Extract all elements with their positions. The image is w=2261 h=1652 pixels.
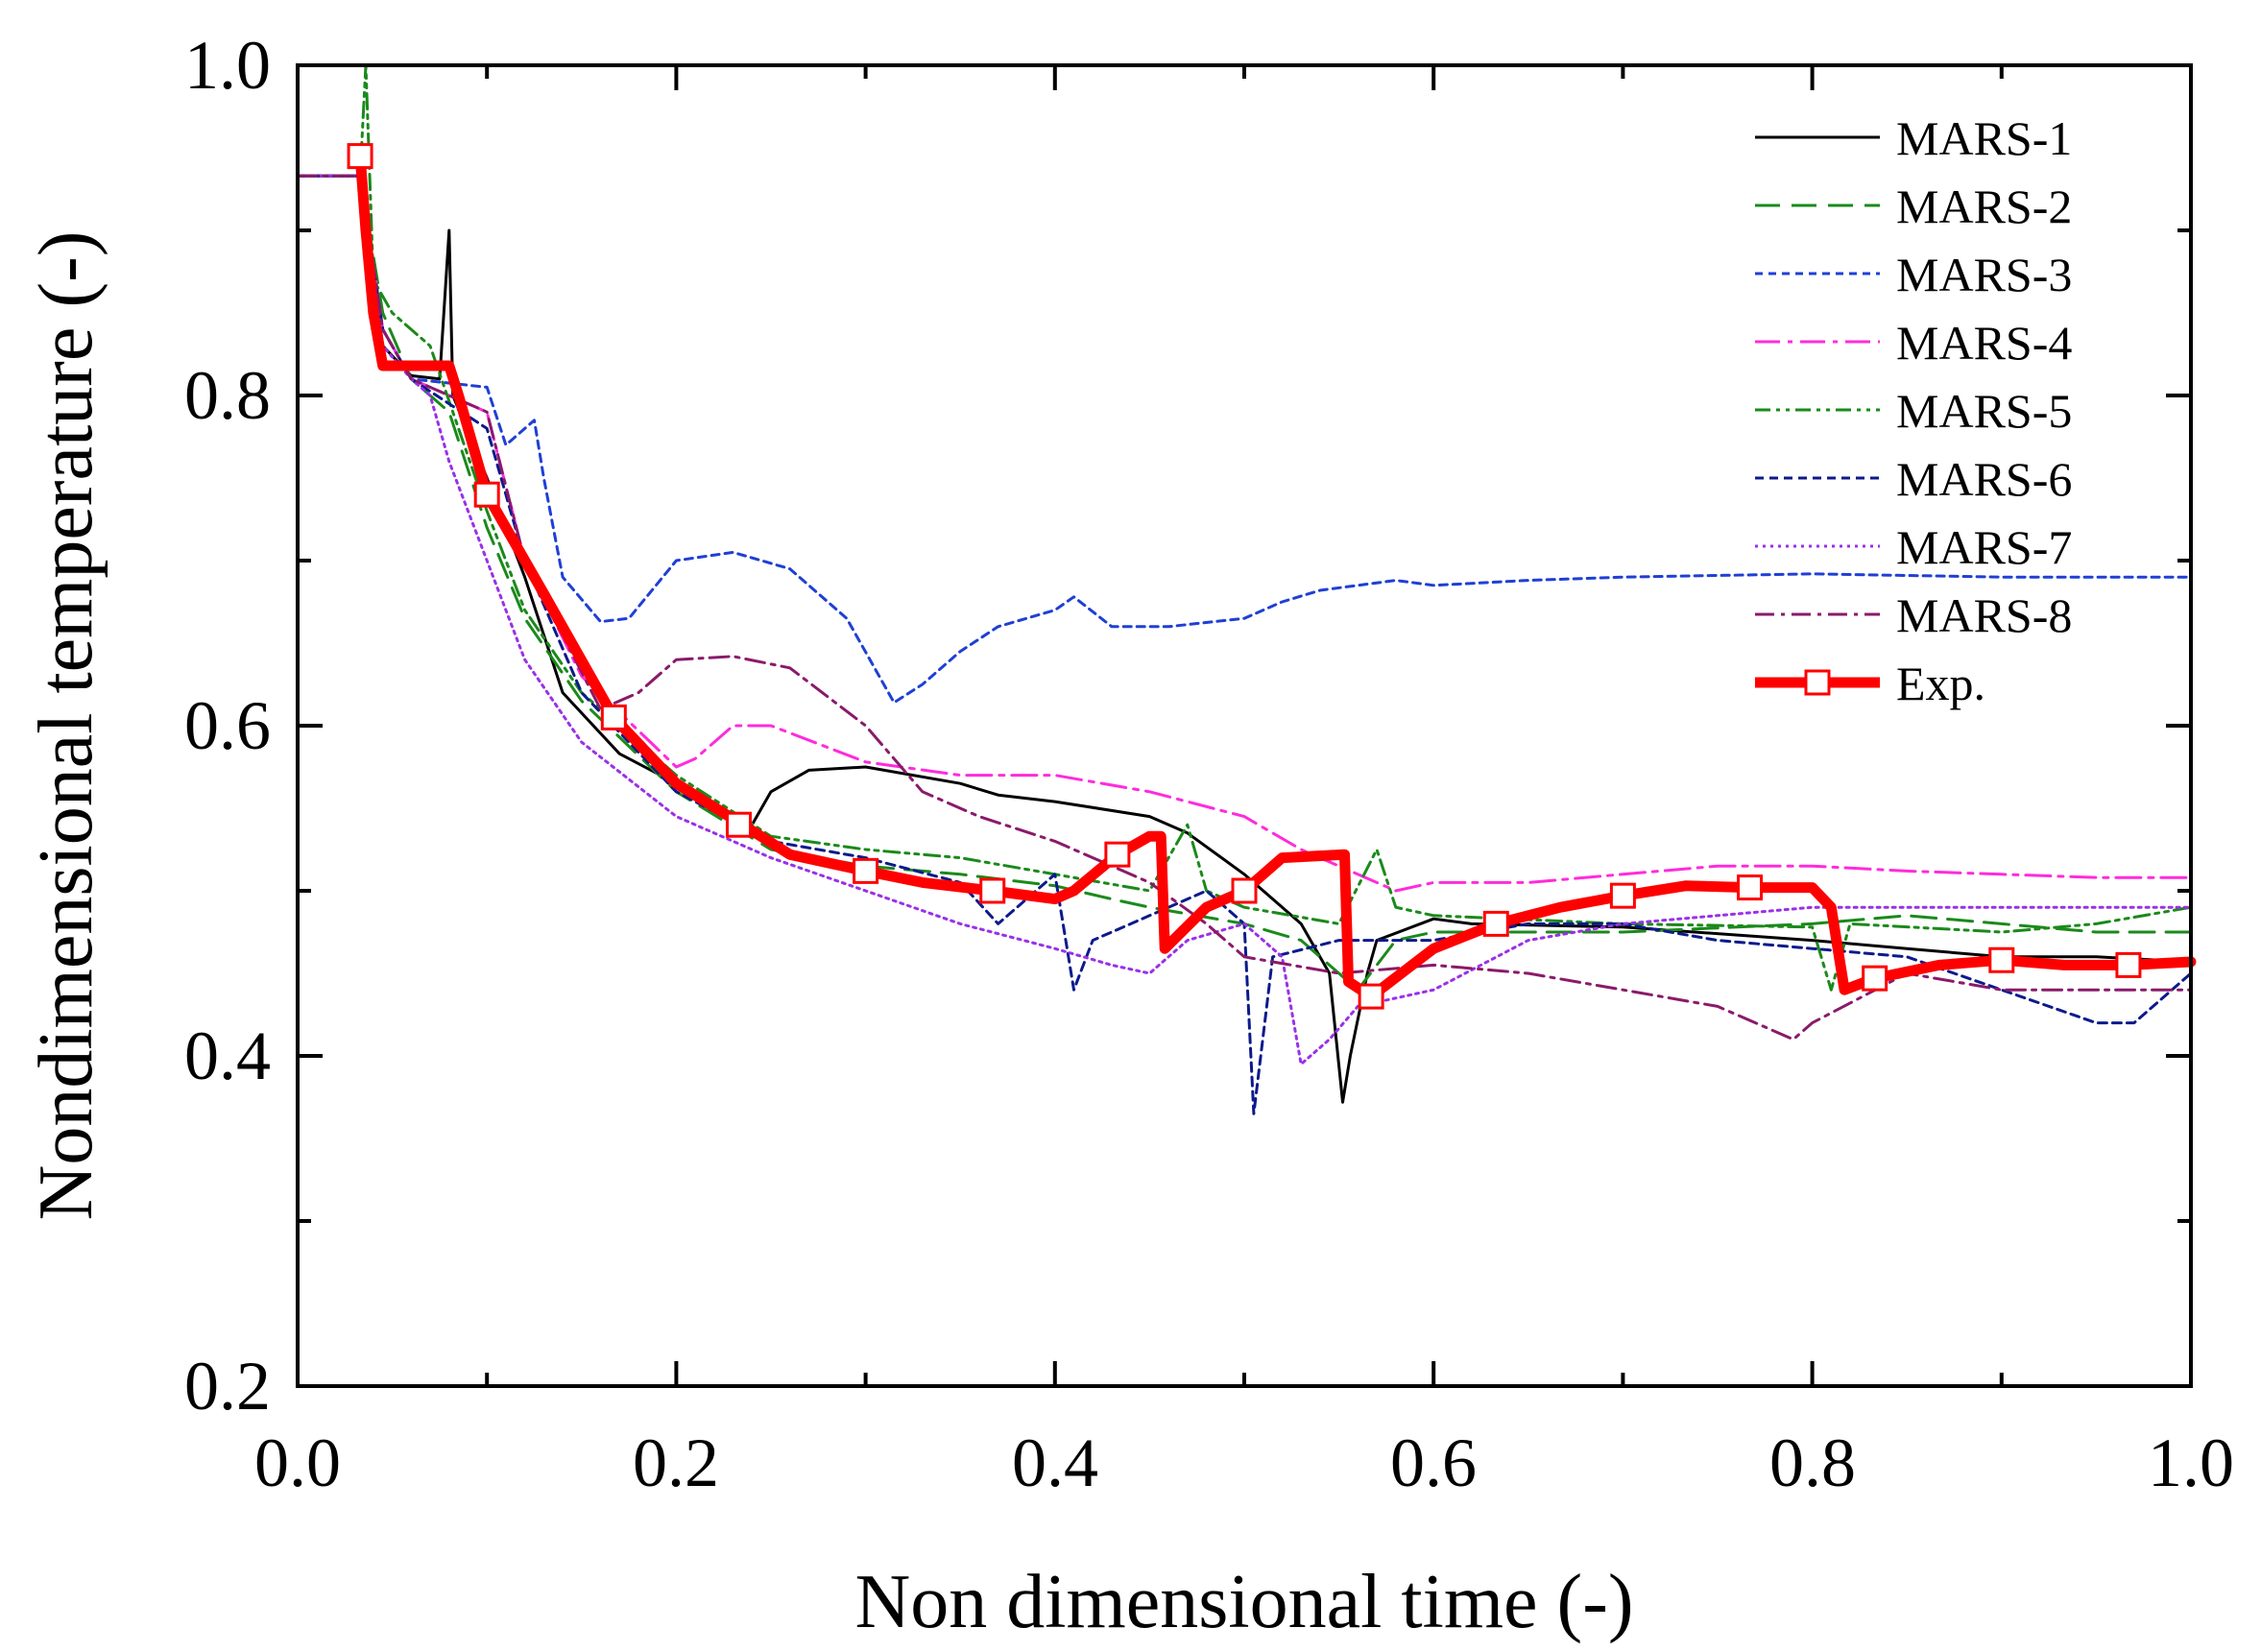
legend-label: MARS-4 bbox=[1896, 316, 2072, 370]
legend: MARS-1 MARS-2 MARS-3 MARS-4 MARS-5 MARS-… bbox=[1755, 111, 2072, 710]
y-tick-label: 0.8 bbox=[184, 357, 271, 434]
legend-label: Exp. bbox=[1896, 657, 1985, 710]
x-tick-label: 0.6 bbox=[1390, 1425, 1477, 1501]
exp-data-point bbox=[473, 481, 500, 508]
series-line-4 bbox=[296, 174, 2193, 893]
exp-data-point bbox=[853, 857, 879, 884]
series-line-8 bbox=[296, 174, 2193, 1041]
exp-data-point bbox=[979, 877, 1006, 904]
exp-data-point bbox=[1231, 877, 1258, 904]
y-tick-label: 0.6 bbox=[184, 687, 271, 764]
x-tick-label: 1.0 bbox=[2148, 1425, 2234, 1501]
x-axis-title: Non dimensional time (-) bbox=[855, 1560, 1634, 1644]
legend-label: MARS-8 bbox=[1896, 588, 2072, 642]
series-line-7 bbox=[296, 174, 2193, 1066]
exp-marker-layer bbox=[347, 143, 2142, 1010]
x-tick-label: 0.2 bbox=[633, 1425, 719, 1501]
legend-label: MARS-3 bbox=[1896, 248, 2072, 301]
exp-data-point bbox=[1862, 965, 1888, 992]
exp-data-point bbox=[1988, 946, 2015, 973]
exp-data-point bbox=[725, 811, 752, 838]
legend-label: MARS-5 bbox=[1896, 384, 2072, 438]
exp-data-point bbox=[1482, 910, 1509, 937]
x-tick-label: 0.0 bbox=[254, 1425, 341, 1501]
legend-label: MARS-7 bbox=[1896, 520, 2072, 574]
exp-data-point bbox=[1737, 874, 1764, 901]
x-axis-ticks bbox=[296, 65, 2193, 1386]
exp-data-point bbox=[347, 143, 373, 170]
x-tick-label: 0.4 bbox=[1012, 1425, 1098, 1501]
legend-label: MARS-6 bbox=[1896, 452, 2072, 506]
y-tick-label: 0.2 bbox=[184, 1348, 271, 1425]
exp-data-point bbox=[600, 704, 627, 730]
exp-data-point bbox=[1358, 983, 1384, 1010]
exp-data-point bbox=[1104, 841, 1131, 868]
series-line-5 bbox=[296, 63, 2193, 992]
y-axis-title: Nondimensional temperature (-) bbox=[24, 231, 108, 1221]
exp-data-point bbox=[2115, 951, 2142, 978]
y-tick-label: 1.0 bbox=[184, 27, 271, 104]
legend-label: MARS-2 bbox=[1896, 180, 2072, 233]
y-axis-ticks bbox=[298, 63, 2191, 1388]
exp-data-point bbox=[1609, 882, 1636, 909]
x-tick-label: 0.8 bbox=[1769, 1425, 1856, 1501]
legend-label: MARS-1 bbox=[1896, 111, 2072, 165]
legend-marker bbox=[1804, 669, 1831, 696]
series-line-3 bbox=[296, 174, 2193, 705]
y-tick-label: 0.4 bbox=[184, 1018, 271, 1094]
